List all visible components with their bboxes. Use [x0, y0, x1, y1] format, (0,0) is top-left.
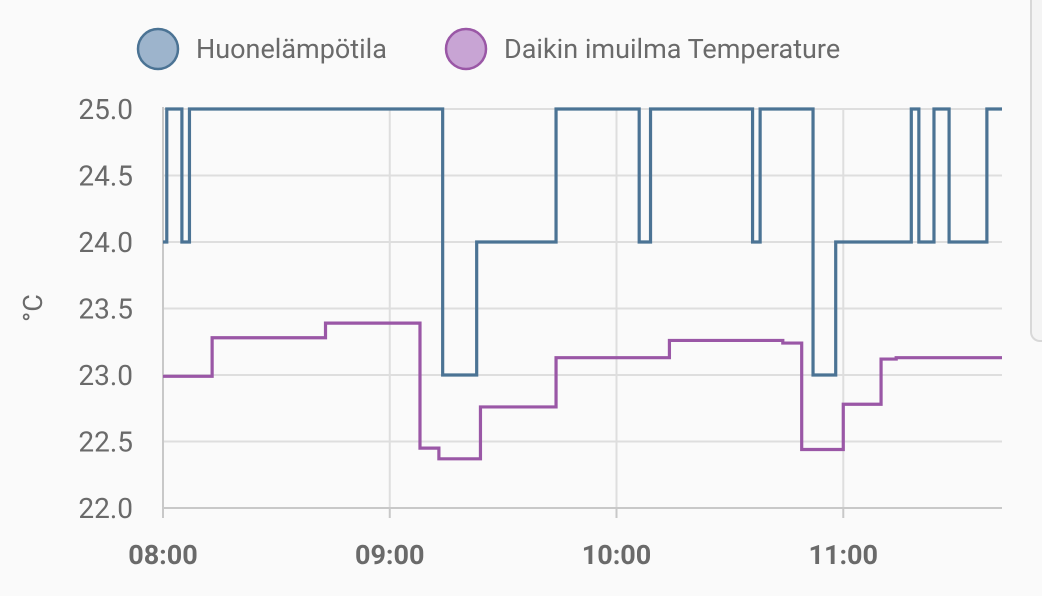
grid — [162, 108, 1002, 518]
x-tick-label: 11:00 — [808, 539, 878, 571]
series-lines — [163, 107, 1002, 461]
y-axis-ticks: 25.0 24.5 24.0 23.5 23.0 22.5 22.0 — [78, 93, 133, 525]
y-tick-label: 23.0 — [78, 359, 133, 392]
y-tick-label: 24.5 — [78, 160, 133, 193]
x-axis-ticks: 08:00 09:00 10:00 11:00 — [128, 539, 878, 571]
y-axis-unit: °C — [17, 294, 49, 322]
y-tick-label: 25.0 — [78, 93, 133, 126]
y-tick-label: 24.0 — [78, 226, 133, 259]
y-tick-label: 22.5 — [78, 426, 133, 459]
legend[interactable]: Huonelämpötila Daikin imuilma Temperature — [136, 27, 840, 71]
x-tick-label: 10:00 — [582, 539, 652, 571]
x-tick-label: 08:00 — [128, 539, 198, 571]
series-line-huonelampotila — [163, 107, 1002, 377]
y-tick-label: 22.0 — [78, 492, 133, 525]
axes — [162, 107, 1002, 509]
legend-item-daikin-imuilma[interactable]: Daikin imuilma Temperature — [444, 27, 840, 71]
y-tick-label: 23.5 — [78, 293, 133, 326]
series-line-daikin-imuilma — [163, 321, 1002, 461]
legend-swatch — [444, 27, 488, 71]
x-tick-label: 09:00 — [355, 539, 425, 571]
legend-swatch — [136, 27, 180, 71]
adjacent-panel-edge — [1030, 0, 1042, 342]
legend-label: Daikin imuilma Temperature — [504, 33, 840, 65]
legend-item-huonelampotila[interactable]: Huonelämpötila — [136, 27, 387, 71]
legend-label: Huonelämpötila — [196, 33, 387, 65]
